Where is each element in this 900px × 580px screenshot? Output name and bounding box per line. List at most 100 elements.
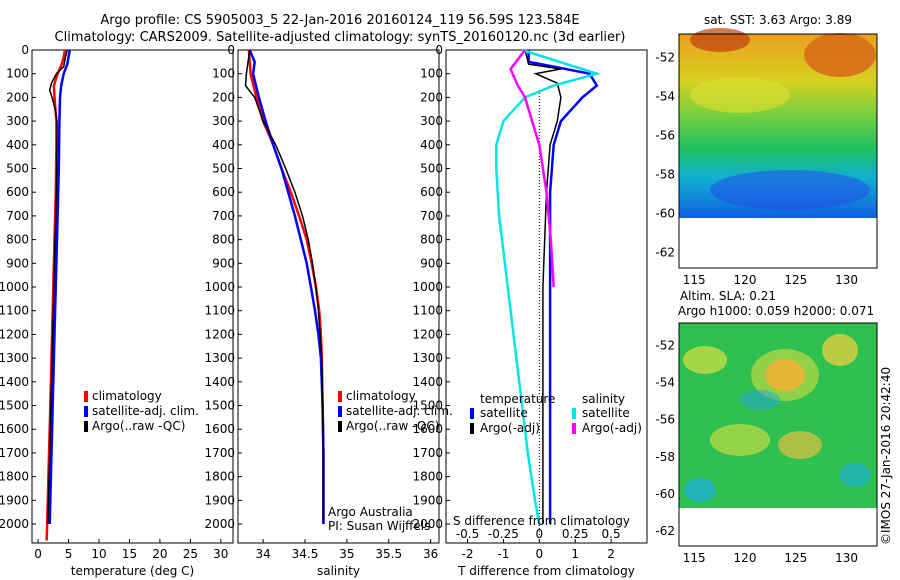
- sal-x-tick-label: 34.5: [292, 547, 319, 561]
- sst-map: [678, 28, 878, 269]
- temp-x-tick-label: 20: [152, 547, 167, 561]
- diff-y-tick-label: 1900: [412, 493, 443, 507]
- s-diff-tick-label: -0.5: [456, 527, 479, 541]
- temp-x-tick-label: 0: [34, 547, 42, 561]
- diff-x-tick-label: -2: [462, 547, 474, 561]
- sst-map-y-tick-label: -56: [655, 128, 675, 142]
- sst-warm-patch: [804, 33, 876, 77]
- sal-y-tick-label: 200: [212, 90, 235, 104]
- difference-panel: [445, 49, 648, 544]
- sla-map-y-tick-label: -56: [655, 413, 675, 427]
- diff-y-tick-label: 1000: [412, 280, 443, 294]
- sla-map-x-tick-label: 120: [734, 551, 757, 565]
- sal-legend-label: satellite: [582, 406, 630, 420]
- diff-y-tick-label: 900: [420, 256, 443, 270]
- diff-y-tick-label: 1700: [412, 446, 443, 460]
- temp-legend-swatch: [470, 423, 474, 434]
- sla-map: [678, 322, 878, 547]
- diff-y-tick-label: 500: [420, 162, 443, 176]
- sla-patch-3: [683, 346, 727, 374]
- diff-y-tick-label: 1500: [412, 399, 443, 413]
- sla-no-data: [679, 508, 877, 546]
- sla-frame: [678, 322, 878, 547]
- temp-y-tick-label: 1600: [0, 422, 29, 436]
- sal-legend-swatch: [338, 406, 342, 417]
- temp-y-tick-label: 400: [6, 138, 29, 152]
- s-diff-tick-label: 0.5: [602, 527, 621, 541]
- temp-x-tick-label: 5: [65, 547, 73, 561]
- sal-y-tick-label: 1700: [204, 446, 235, 460]
- sst-map-y-tick-label: -62: [655, 245, 675, 259]
- sla-map-y-tick-label: -54: [655, 375, 675, 389]
- temp-legend-label: satellite: [480, 406, 528, 420]
- sst-map-y-tick-label: -58: [655, 167, 675, 181]
- temperature-panel: [31, 49, 234, 544]
- sal-y-tick-label: 1500: [204, 399, 235, 413]
- diff-y-tick-label: 0: [435, 43, 443, 57]
- temp-y-tick-label: 1100: [0, 304, 29, 318]
- sla-map-y-tick-label: -52: [655, 338, 675, 352]
- diff-x-axis-label: T difference from climatology: [457, 564, 635, 578]
- sal-legend-swatch: [338, 421, 342, 432]
- sla-map-title-line1: Altim. SLA: 0.21: [680, 289, 776, 303]
- figure-title-line1: Argo profile: CS 5905003_5 22-Jan-2016 2…: [100, 13, 580, 28]
- temp-y-tick-label: 2000: [0, 517, 29, 531]
- salinity-panel: [237, 49, 440, 544]
- temp-y-tick-label: 1800: [0, 470, 29, 484]
- imos-credit: ©IMOS 27-Jan-2016 20:42:40: [879, 367, 893, 545]
- sal-y-tick-label: 500: [212, 162, 235, 176]
- sla-patch-5: [778, 431, 822, 459]
- sla-high-halo: [751, 349, 819, 401]
- diff-y-tick-label: 1300: [412, 351, 443, 365]
- temp-legend-label: satellite-adj. clim.: [92, 404, 199, 418]
- temp-y-tick-label: 1200: [0, 327, 29, 341]
- diff-y-tick-label: 1200: [412, 327, 443, 341]
- sal-y-tick-label: 1900: [204, 493, 235, 507]
- sal-y-tick-label: 1200: [204, 327, 235, 341]
- diff-y-tick-label: 1600: [412, 422, 443, 436]
- sla-map-y-tick-label: -62: [655, 524, 675, 538]
- temp-y-tick-label: 700: [6, 209, 29, 223]
- sst-map-title: sat. SST: 3.63 Argo: 3.89: [704, 13, 852, 27]
- temp-y-tick-label: 800: [6, 233, 29, 247]
- diff-x-tick-label: -1: [497, 547, 509, 561]
- sal-y-tick-label: 600: [212, 185, 235, 199]
- sst-map-y-tick-label: -60: [655, 206, 675, 220]
- sst-map-y-tick-label: -52: [655, 50, 675, 64]
- s-diff-axis-label: S difference from climatology: [453, 514, 630, 528]
- sla-map-x-tick-label: 125: [784, 551, 807, 565]
- sla-map-x-tick-label: 115: [683, 551, 706, 565]
- series-t_argo: [524, 49, 562, 524]
- sal-y-tick-label: 2000: [204, 517, 235, 531]
- temp-x-tick-label: 25: [183, 547, 198, 561]
- series-argo: [47, 49, 69, 525]
- temp-x-axis-label: temperature (deg C): [71, 564, 194, 578]
- sla-map-title-line2: Argo h1000: 0.059 h2000: 0.071: [678, 304, 874, 318]
- sal-legend-label: satellite-adj. clim.: [346, 404, 453, 418]
- temp-y-tick-label: 1900: [0, 493, 29, 507]
- diff-x-tick-label: 0: [536, 547, 544, 561]
- diff-y-tick-label: 300: [420, 114, 443, 128]
- temp-y-tick-label: 600: [6, 185, 29, 199]
- diff-x-tick-label: 1: [571, 547, 579, 561]
- s-diff-tick-label: -0.25: [488, 527, 519, 541]
- sla-low-patch-2: [839, 463, 871, 487]
- sal-legend-swatch: [338, 391, 342, 402]
- diff-y-tick-label: 600: [420, 185, 443, 199]
- diff-y-tick-label: 1800: [412, 470, 443, 484]
- s-diff-tick-label: 0: [536, 527, 544, 541]
- sst-map-y-tick-label: -54: [655, 89, 675, 103]
- temp-legend-label: Argo(-adj): [480, 421, 540, 435]
- temp-y-tick-label: 900: [6, 256, 29, 270]
- temp-legend-swatch: [84, 421, 88, 432]
- sal-x-tick-label: 34: [255, 547, 270, 561]
- sst-map-x-tick-label: 130: [835, 273, 858, 287]
- series-argo: [244, 49, 325, 524]
- sst-map-x-tick-label: 125: [784, 273, 807, 287]
- sal-y-tick-label: 1400: [204, 375, 235, 389]
- sal-y-tick-label: 300: [212, 114, 235, 128]
- diff-y-tick-label: 100: [420, 67, 443, 81]
- sal-legend-label: Argo(..raw -QC): [346, 419, 439, 433]
- sal-y-tick-label: 100: [212, 67, 235, 81]
